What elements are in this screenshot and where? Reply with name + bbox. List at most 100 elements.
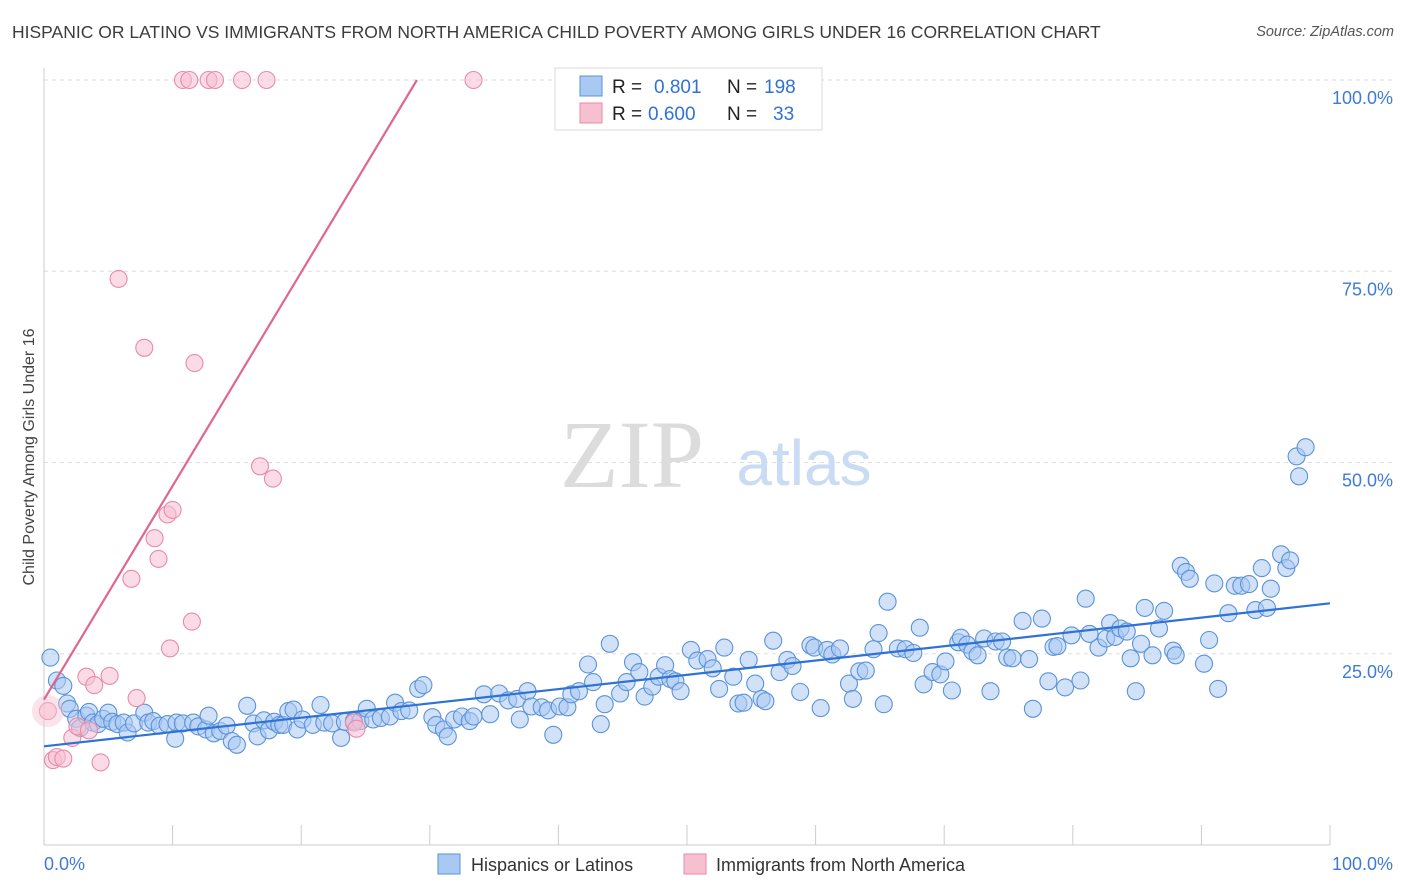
x-tick-label-max: 100.0% (1332, 854, 1393, 874)
hispanic-point (843, 689, 862, 708)
stats-r-label-pink: R = (612, 104, 642, 125)
hispanic-point (715, 638, 734, 657)
hispanic-point (474, 685, 493, 704)
trend-layer (43, 79, 1331, 748)
stats-legend: R = 0.801 N = 198 R = 0.600 N = 33 (554, 67, 823, 131)
hispanic-point (874, 695, 893, 714)
hispanic-point (869, 624, 888, 643)
hispanic-point (41, 648, 60, 667)
hispanic-point (936, 652, 955, 671)
legend-label-hispanics: Hispanics or Latinos (471, 855, 633, 875)
hispanic-point (734, 693, 753, 712)
hispanic-point (510, 710, 529, 729)
hispanic-point (710, 679, 729, 698)
hispanic-point (746, 674, 765, 693)
immigrant-point (91, 753, 110, 772)
hispanic-point (724, 667, 743, 686)
stats-r-value-blue: 0.801 (654, 77, 702, 98)
hispanic-point (756, 692, 775, 711)
hispanic-point (1209, 679, 1228, 698)
stats-n-value-blue: 198 (764, 77, 796, 98)
hispanic-point (1296, 438, 1315, 457)
legend-label-immigrants: Immigrants from North America (716, 855, 966, 875)
y-tick-label: 50.0% (1342, 471, 1393, 491)
hispanic-point (703, 659, 722, 678)
x-tick-label-min: 0.0% (44, 854, 85, 874)
hispanic-point (199, 706, 218, 725)
immigrant-point (163, 500, 182, 519)
hispanic-point (968, 646, 987, 665)
hispanic-point (856, 661, 875, 680)
hispanic-point (981, 682, 1000, 701)
hispanic-point (630, 663, 649, 682)
immigrant-point (38, 702, 57, 721)
hispanic-point (1180, 569, 1199, 588)
hispanic-point (791, 682, 810, 702)
hispanic-point (1149, 619, 1169, 638)
hispanic-point (1166, 646, 1185, 665)
hispanic-point (1013, 611, 1032, 630)
legend-swatch-immigrants (683, 853, 707, 875)
hispanic-point (1135, 598, 1154, 617)
hispanic-point (1039, 672, 1058, 691)
hispanic-point (1194, 654, 1214, 673)
hispanic-point (1076, 589, 1095, 608)
hispanic-point (1281, 551, 1300, 570)
hispanic-point (1023, 699, 1042, 718)
immigrant-point (205, 70, 225, 90)
hispanic-point (584, 673, 603, 692)
hispanic-point (1003, 649, 1022, 668)
hispanic-point (1131, 634, 1151, 653)
watermark-zip: ZIP (560, 401, 704, 508)
hispanic-point (332, 728, 351, 747)
immigrant-trend-line (43, 79, 418, 701)
immigrant-point (109, 269, 128, 288)
immigrant-point (180, 70, 199, 90)
stats-n-value-pink: 33 (773, 104, 794, 125)
hispanic-point (227, 735, 246, 754)
stats-swatch-pink (579, 102, 603, 124)
immigrant-point (122, 569, 141, 588)
hispanic-point (1257, 598, 1277, 617)
hispanic-point (1126, 682, 1145, 701)
hispanic-trend-line (43, 602, 1331, 748)
hispanic-point (811, 699, 830, 718)
watermark-atlas: atlas (736, 427, 871, 499)
y-tick-label: 75.0% (1342, 279, 1393, 299)
immigrant-point (257, 70, 276, 90)
immigrant-point-large (31, 695, 64, 728)
immigrant-point (79, 721, 99, 740)
watermark: ZIP atlas (560, 401, 872, 508)
hispanic-point (481, 705, 500, 724)
immigrant-point (127, 689, 146, 708)
hispanic-point (910, 618, 929, 637)
hispanic-point (1056, 678, 1075, 697)
immigrant-point (135, 338, 154, 357)
stats-n-label-blue: N = (727, 77, 757, 98)
y-axis-label: Child Poverty Among Girls Under 16 (21, 328, 38, 585)
stats-n-label-pink: N = (727, 104, 757, 125)
source-label: Source: ZipAtlas.com (1256, 24, 1394, 40)
stats-r-label-blue: R = (612, 77, 642, 98)
hispanic-point (830, 639, 850, 658)
immigrant-point (464, 70, 483, 90)
hispanic-point (464, 707, 483, 726)
hispanic-point (1200, 630, 1219, 650)
hispanic-point (942, 681, 961, 700)
hispanic-point (1155, 601, 1174, 620)
legend-swatch-hispanics (437, 853, 461, 875)
series-legend: Hispanics or Latinos Immigrants from Nor… (437, 853, 966, 875)
hispanic-point (1062, 626, 1081, 645)
immigrant-point (160, 639, 180, 658)
hispanic-point (1032, 609, 1051, 628)
hispanic-point (591, 715, 610, 734)
immigrant-point (263, 469, 282, 488)
y-tick-label: 100.0% (1332, 88, 1393, 108)
hispanic-point (1121, 649, 1140, 668)
y-tick-label: 25.0% (1342, 662, 1393, 682)
immigrant-point (347, 719, 366, 738)
immigrant-point (149, 549, 168, 568)
hispanic-point (904, 643, 923, 663)
hispanic-point (595, 695, 614, 714)
hispanic-point (1252, 559, 1271, 578)
